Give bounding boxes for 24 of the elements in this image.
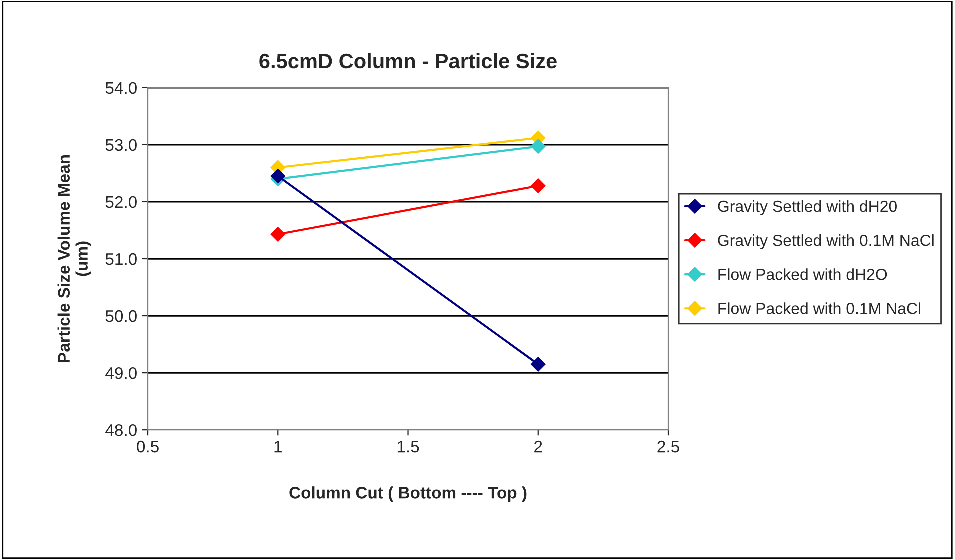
x-axis-title: Column Cut ( Bottom ---- Top ) <box>290 486 527 502</box>
y-tick-label: 48.0 <box>106 424 137 436</box>
chart-title: 6.5cmD Column - Particle Size <box>260 53 557 69</box>
point <box>530 357 546 372</box>
point <box>270 227 286 242</box>
x-tick-label: 0.5 <box>137 440 159 453</box>
point <box>530 139 546 154</box>
y-tick-label: 50.0 <box>106 310 137 322</box>
x-tick-label: 2.5 <box>658 440 680 453</box>
x-tick-label: 2 <box>534 440 542 453</box>
y-tick-label: 51.0 <box>106 253 137 266</box>
y-tick-label: 53.0 <box>106 139 137 152</box>
legend-label: Gravity Settled with dH20 <box>718 200 898 216</box>
legend-label: Flow Packed with dH2O <box>718 268 888 280</box>
point <box>530 178 546 194</box>
legend-label: Gravity Settled with 0.1M NaCl <box>718 234 934 250</box>
y-axis-title: Particle Size Volume Mean (um) <box>58 156 92 362</box>
x-tick-label: 1 <box>274 441 282 453</box>
y-tick-label: 52.0 <box>106 196 137 208</box>
point <box>270 168 286 184</box>
y-tick-label: 54.0 <box>106 82 137 94</box>
legend-label: Flow Packed with 0.1M NaCl <box>718 302 921 314</box>
y-tick-label: 49.0 <box>106 367 137 380</box>
x-tick-label: 1.5 <box>398 441 420 453</box>
